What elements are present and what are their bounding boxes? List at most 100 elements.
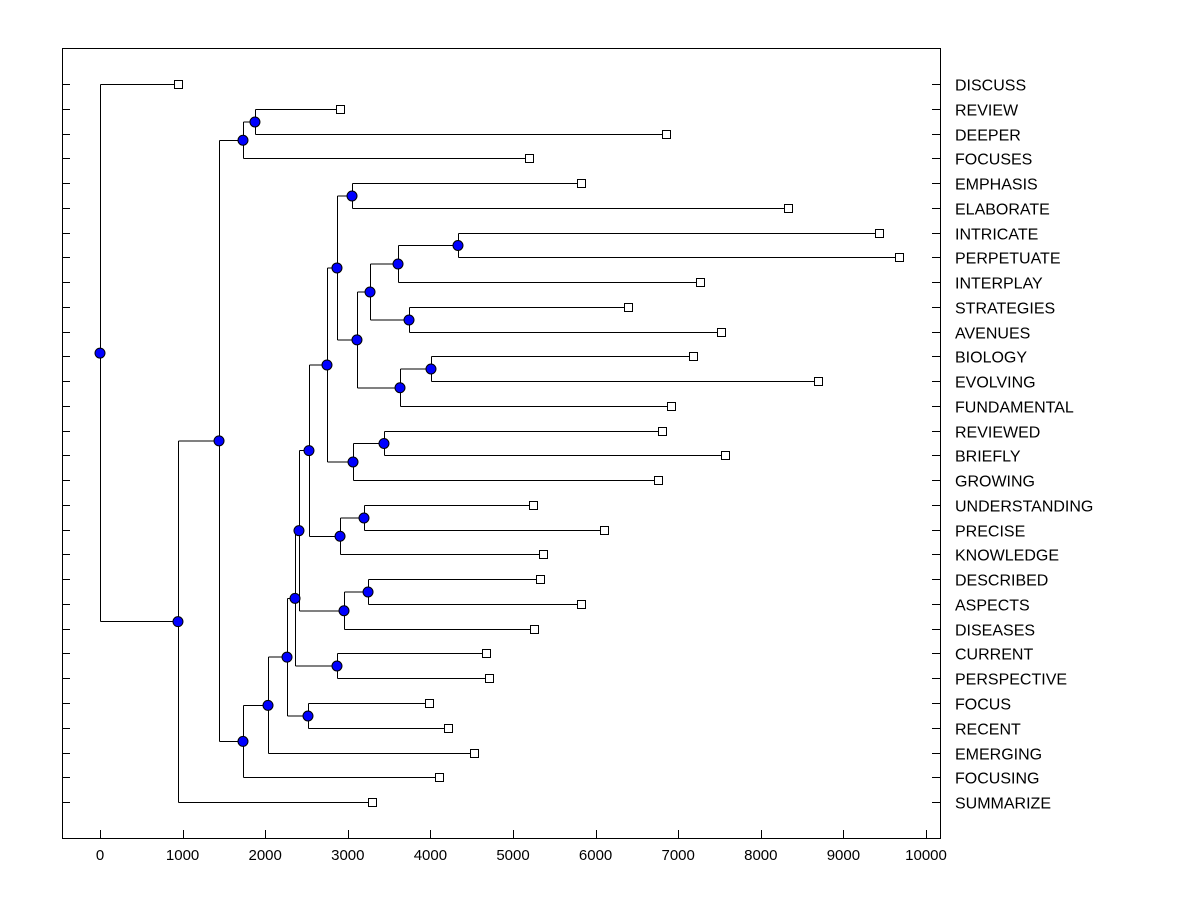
node-marker [364,286,376,298]
leaf-marker [470,749,479,758]
x-tick-label: 6000 [579,847,612,864]
x-tick-label: 4000 [414,847,447,864]
leaf-label: FOCUSING [955,771,1039,788]
leaf-label: FUNDAMENTAL [955,400,1074,417]
leaf-label: INTRICATE [955,227,1038,244]
leaf-label: EMPHASIS [955,177,1038,194]
x-tick-label: 7000 [662,847,695,864]
leaf-label: FOCUSES [955,152,1032,169]
node-marker [358,512,370,524]
leaf-label: AVENUES [955,326,1030,343]
leaf-marker [444,724,453,733]
leaf-label: SUMMARIZE [955,796,1051,813]
leaf-marker [485,674,494,683]
leaf-label: DISEASES [955,623,1035,640]
leaf-marker [435,773,444,782]
leaf-label: PERSPECTIVE [955,672,1067,689]
leaf-marker [577,600,586,609]
leaf-label: DISCUSS [955,78,1026,95]
node-marker [213,435,225,447]
x-tick-label: 3000 [331,847,364,864]
plot-frame [62,48,941,839]
leaf-label: GROWING [955,474,1035,491]
leaf-label: EVOLVING [955,375,1036,392]
leaf-marker [539,550,548,559]
leaf-marker [689,352,698,361]
leaf-label: EMERGING [955,747,1042,764]
leaf-marker [529,501,538,510]
node-marker [289,592,301,604]
leaf-marker [875,229,884,238]
leaf-label: RECENT [955,722,1021,739]
leaf-labels: DISCUSS REVIEW DEEPER FOCUSES EMPHASIS ELABOR… [955,78,1093,813]
leaf-marker [721,451,730,460]
x-tick-label: 10000 [905,847,947,864]
node-marker [262,699,274,711]
x-tick-label: 8000 [744,847,777,864]
node-marker [425,363,437,375]
node-marker [94,347,106,359]
leaf-label: REVIEWED [955,425,1040,442]
leaf-label: FOCUS [955,697,1011,714]
x-tick-label: 0 [96,847,104,864]
leaf-label: BRIEFLY [955,449,1021,466]
leaf-marker [667,402,676,411]
leaf-label: DEEPER [955,128,1021,145]
node-marker [362,586,374,598]
node-marker [321,359,333,371]
x-tick-label: 1000 [166,847,199,864]
node-marker [394,382,406,394]
node-marker [338,605,350,617]
node-marker [347,456,359,468]
node-marker [331,262,343,274]
leaf-marker [525,154,534,163]
node-marker [403,314,415,326]
node-marker [331,660,343,672]
leaf-marker [624,303,633,312]
dendrogram-marks [94,80,904,807]
node-marker [302,710,314,722]
node-marker [334,530,346,542]
leaf-label: ASPECTS [955,598,1030,615]
leaf-label: UNDERSTANDING [955,499,1093,516]
leaf-label: CURRENT [955,647,1033,664]
x-tick-label: 5000 [496,847,529,864]
node-marker [172,616,184,628]
leaf-label: ELABORATE [955,202,1050,219]
leaf-marker [784,204,793,213]
node-marker [249,116,261,128]
node-marker [237,735,249,747]
leaf-marker [425,699,434,708]
leaf-label: REVIEW [955,103,1019,120]
node-marker [293,525,305,537]
x-tick-label: 2000 [249,847,282,864]
node-marker [281,651,293,663]
leaf-marker [654,476,663,485]
leaf-marker [696,278,705,287]
leaf-label: PRECISE [955,524,1025,541]
leaf-label: STRATEGIES [955,301,1055,318]
leaf-marker [658,427,667,436]
leaf-label: BIOLOGY [955,350,1027,367]
leaf-label: KNOWLEDGE [955,548,1059,565]
node-marker [351,334,363,346]
leaf-marker [662,130,671,139]
leaf-marker [600,526,609,535]
leaf-label: INTERPLAY [955,276,1043,293]
node-marker [237,134,249,146]
leaf-label: PERPETUATE [955,251,1061,268]
leaf-marker [368,798,377,807]
node-marker [378,438,390,449]
axis-ticks: 0 1000 2000 3000 4000 5000 6000 7000 8000 9000 100… [62,84,947,864]
leaf-marker [336,105,345,114]
leaf-marker [895,253,904,262]
node-marker [452,240,464,251]
leaf-label: DESCRIBED [955,573,1048,590]
leaf-marker [536,575,545,584]
leaf-marker [482,649,491,658]
node-marker [392,258,404,270]
x-tick-label: 9000 [827,847,860,864]
leaf-marker [814,377,823,386]
node-marker [303,445,315,457]
